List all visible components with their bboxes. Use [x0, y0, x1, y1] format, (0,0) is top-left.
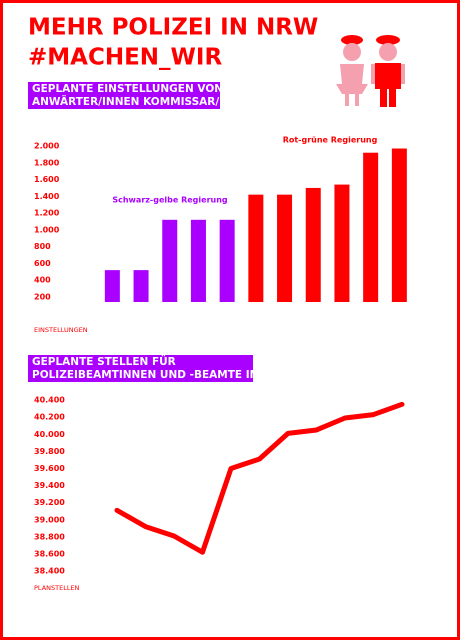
y-tick-label: 39.600 [34, 464, 65, 473]
y-tick-label: 39.800 [34, 447, 65, 456]
y-axis-label: PLANSTELLEN [34, 584, 80, 592]
bar [133, 270, 149, 302]
y-tick-label: 200 [34, 292, 51, 301]
y-tick-label: 40.000 [34, 430, 65, 439]
chart-title: ANWÄRTER/INNEN KOMMISSAR/IN [32, 94, 232, 108]
chart-title: POLIZEIBEAMTINNEN UND -BEAMTE IN NRW [32, 369, 291, 381]
officer-icons [336, 35, 405, 107]
y-tick-label: 40.200 [34, 413, 65, 422]
title-box [28, 355, 253, 382]
y-tick-label: 40.400 [34, 396, 65, 405]
annotation: Rot-grüne Regierung [283, 136, 378, 145]
y-tick-label: 39.400 [34, 481, 65, 490]
title-box [28, 82, 220, 109]
y-tick-label: 2.000 [34, 142, 60, 151]
bar [248, 194, 264, 302]
y-tick-label: 600 [34, 259, 51, 268]
annotation: Schwarz-gelbe Regierung [112, 196, 228, 205]
y-tick-label: 38.600 [34, 549, 65, 558]
y-tick-label: 800 [34, 242, 51, 251]
y-tick-label: 1.800 [34, 158, 60, 167]
y-tick-label: 1.200 [34, 209, 60, 218]
chart-title: GEPLANTE EINSTELLUNGEN VON [32, 83, 223, 95]
bar [334, 184, 350, 302]
bar [219, 219, 235, 302]
bar [190, 219, 206, 302]
y-tick-label: 39.000 [34, 515, 65, 524]
y-tick-label: 38.800 [34, 532, 65, 541]
y-tick-label: 39.200 [34, 498, 65, 507]
bar [277, 194, 293, 302]
bar [305, 187, 321, 302]
y-tick-label: 1.400 [34, 192, 60, 201]
hashtag: #MACHEN_WIR [28, 45, 222, 71]
y-tick-label: 1.000 [34, 225, 60, 234]
y-axis-label: EINSTELLUNGEN [34, 326, 88, 334]
chart-title: GEPLANTE STELLEN FÜR [32, 354, 176, 368]
y-tick-label: 1.600 [34, 175, 60, 184]
bar [162, 219, 178, 302]
bar [391, 148, 407, 302]
y-tick-label: 400 [34, 276, 51, 285]
main-title: MEHR POLIZEI IN NRW [28, 15, 318, 41]
bar [363, 152, 379, 302]
y-tick-label: 38.400 [34, 567, 65, 576]
line [114, 401, 405, 555]
bar [104, 270, 120, 302]
